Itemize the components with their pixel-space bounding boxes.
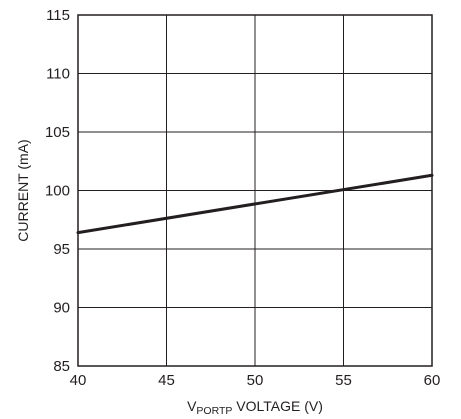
x-tick-label: 45 — [158, 372, 175, 389]
x-tick-label: 40 — [70, 372, 87, 389]
x-tick-label: 55 — [335, 372, 352, 389]
x-tick-label: 50 — [247, 372, 264, 389]
y-axis-label: CURRENT (mA) — [15, 139, 31, 241]
y-tick-label: 90 — [53, 300, 70, 317]
plot-frame — [77, 14, 433, 367]
x-axis-label: VPORTP VOLTAGE (V) — [187, 398, 323, 417]
series-layer — [76, 173, 434, 235]
x-tick-labels: 40 45 50 55 60 — [70, 372, 441, 389]
x-tick-label: 60 — [424, 372, 441, 389]
y-tick-label: 85 — [53, 358, 70, 375]
y-tick-label: 95 — [53, 241, 70, 258]
x-axis-label-subscript: PORTP — [196, 405, 232, 417]
y-tick-label: 105 — [45, 124, 70, 141]
y-tick-label: 115 — [46, 7, 70, 24]
x-axis-label-rest: VOLTAGE (V) — [232, 398, 323, 414]
series-line — [76, 173, 434, 235]
y-tick-label: 110 — [46, 66, 70, 83]
x-axis-label-v: V — [187, 398, 197, 414]
grid-layer — [78, 15, 432, 366]
y-tick-label: 100 — [45, 183, 70, 200]
y-tick-labels: 85 90 95 100 105 110 115 — [45, 7, 70, 375]
